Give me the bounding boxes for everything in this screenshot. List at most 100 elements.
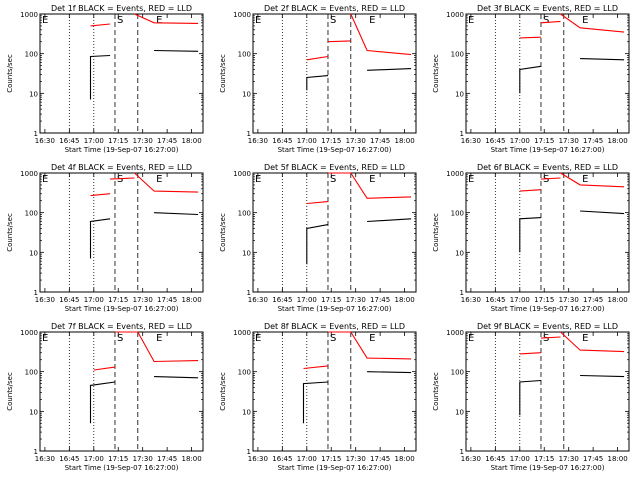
- plot-frame: [465, 13, 630, 134]
- events-series-line: [367, 371, 412, 374]
- lld-series-line: [350, 331, 412, 360]
- marker-label: E: [255, 333, 261, 344]
- x-tick-label: 17:00: [510, 455, 530, 463]
- marker-label: E: [468, 174, 474, 185]
- x-tick-label: 16:45: [59, 137, 79, 145]
- y-tick-label: 100: [451, 210, 464, 218]
- y-tick-label: 1: [247, 130, 251, 138]
- x-tick-label: 18:00: [181, 455, 201, 463]
- marker-label: E: [156, 15, 162, 26]
- x-tick-label: 17:15: [534, 296, 554, 304]
- plot-frame: [465, 172, 630, 293]
- x-tick-label: 17:30: [346, 455, 366, 463]
- y-tick-label: 1000: [233, 11, 251, 19]
- x-tick-label: 17:30: [133, 296, 153, 304]
- panel-title: Det 2f BLACK = Events, RED = LLD: [264, 4, 405, 13]
- x-tick-label: 17:30: [133, 455, 153, 463]
- y-tick-label: 10: [455, 408, 464, 416]
- events-series-line: [306, 224, 329, 265]
- panel-det-5: Det 5f BLACK = Events, RED = LLD 1 10 100 10…: [219, 163, 417, 313]
- marker-label: E: [582, 333, 588, 344]
- y-tick-label: 1: [34, 289, 38, 297]
- y-axis-label: Counts/sec: [219, 54, 227, 93]
- marker-label: E: [369, 333, 375, 344]
- x-tick-label: 17:15: [534, 137, 554, 145]
- x-tick-label: 17:00: [297, 455, 317, 463]
- x-tick-label: 17:00: [297, 296, 317, 304]
- marker-label: S: [543, 333, 549, 344]
- x-tick-label: 17:30: [133, 137, 153, 145]
- lld-series-line: [540, 20, 561, 24]
- x-tick-label: 17:30: [346, 296, 366, 304]
- lld-series-line: [90, 193, 111, 197]
- marker-label: S: [330, 15, 336, 26]
- marker-label: E: [582, 174, 588, 185]
- panel-det-1: Det 1f BLACK = Events, RED = LLD 1 10 100 10…: [6, 4, 204, 154]
- x-tick-label: 18:00: [394, 296, 414, 304]
- lld-series-line: [327, 40, 351, 43]
- plot-frame: [465, 331, 630, 452]
- x-tick-label: 17:15: [108, 137, 128, 145]
- y-axis-label: Counts/sec: [432, 213, 440, 252]
- x-tick-label: 17:15: [321, 455, 341, 463]
- events-series-line: [154, 212, 199, 216]
- marker-label: E: [369, 15, 375, 26]
- y-tick-label: 100: [238, 210, 251, 218]
- marker-label: E: [468, 333, 474, 344]
- events-series-line: [367, 218, 412, 223]
- y-tick-label: 10: [455, 249, 464, 257]
- x-tick-label: 17:00: [84, 296, 104, 304]
- x-tick-label: 18:00: [394, 137, 414, 145]
- y-axis-label: Counts/sec: [6, 372, 14, 411]
- x-tick-label: 17:00: [510, 296, 530, 304]
- panel-title: Det 8f BLACK = Events, RED = LLD: [264, 322, 405, 331]
- y-tick-label: 10: [242, 408, 251, 416]
- x-tick-label: 17:30: [559, 137, 579, 145]
- x-tick-label: 17:45: [583, 455, 603, 463]
- x-tick-label: 17:45: [157, 137, 177, 145]
- y-tick-label: 10: [242, 90, 251, 98]
- x-tick-label: 18:00: [607, 455, 627, 463]
- marker-label: S: [543, 174, 549, 185]
- marker-label: E: [582, 15, 588, 26]
- events-series-line: [89, 381, 116, 424]
- marker-label: E: [42, 333, 48, 344]
- marker-label: S: [330, 333, 336, 344]
- events-series-line: [306, 75, 329, 91]
- lld-series-line: [303, 365, 329, 370]
- plot-frame: [252, 331, 417, 452]
- y-axis-label: Counts/sec: [432, 54, 440, 93]
- y-tick-label: 1: [247, 448, 251, 456]
- x-tick-label: 16:30: [461, 296, 481, 304]
- y-axis-label: Counts/sec: [432, 372, 440, 411]
- y-tick-label: 100: [25, 51, 38, 59]
- y-tick-label: 10: [29, 90, 38, 98]
- lld-series-line: [90, 23, 111, 27]
- events-series-line: [302, 381, 329, 424]
- x-tick-label: 17:30: [346, 137, 366, 145]
- x-axis-label: Start Time (19-Sep-07 16:27:00): [65, 146, 179, 154]
- y-tick-label: 1: [460, 130, 464, 138]
- x-tick-label: 17:45: [583, 137, 603, 145]
- y-tick-label: 1: [34, 130, 38, 138]
- x-tick-label: 17:45: [583, 296, 603, 304]
- x-tick-label: 17:15: [108, 455, 128, 463]
- y-tick-label: 10: [29, 249, 38, 257]
- marker-label: E: [255, 15, 261, 26]
- events-series-line: [580, 210, 625, 215]
- events-series-line: [89, 54, 111, 100]
- y-tick-label: 1000: [446, 11, 464, 19]
- marker-label: S: [117, 174, 123, 185]
- x-tick-label: 17:15: [108, 296, 128, 304]
- x-axis-label: Start Time (19-Sep-07 16:27:00): [65, 464, 179, 472]
- panel-det-9: Det 9f BLACK = Events, RED = LLD 1 10 100 10…: [432, 322, 630, 472]
- y-axis-label: Counts/sec: [219, 213, 227, 252]
- events-series-line: [519, 379, 542, 416]
- x-tick-label: 17:00: [84, 137, 104, 145]
- events-series-line: [367, 68, 412, 71]
- events-series-line: [89, 218, 111, 259]
- x-axis-label: Start Time (19-Sep-07 16:27:00): [278, 146, 392, 154]
- lld-series-line: [540, 177, 561, 180]
- y-tick-label: 10: [29, 408, 38, 416]
